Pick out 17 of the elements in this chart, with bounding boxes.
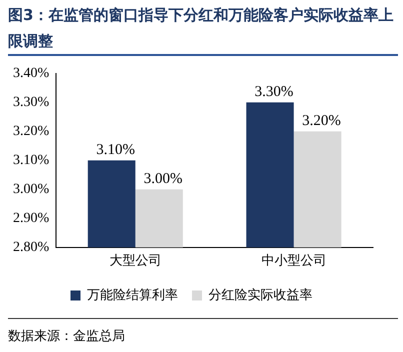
legend-label: 万能险结算利率 — [87, 286, 178, 303]
y-tick-label: 2.80% — [12, 240, 50, 256]
data-label: 3.10% — [96, 142, 135, 158]
source-note: 数据来源：金监总局 — [8, 318, 398, 345]
chart-title: 图3：在监管的窗口指导下分红和万能险客户实际收益率上限调整 — [8, 2, 398, 56]
data-label: 3.00% — [144, 170, 183, 187]
legend-label: 分红险实际收益率 — [208, 286, 312, 303]
y-tick-label: 2.90% — [12, 211, 50, 226]
y-tick-label: 3.40% — [12, 66, 50, 82]
data-label: 3.20% — [302, 112, 341, 129]
x-tick-label: 中小型公司 — [261, 254, 326, 269]
data-label: 3.30% — [254, 84, 294, 100]
x-tick-label: 大型公司 — [109, 254, 162, 269]
y-tick-label: 3.20% — [12, 124, 50, 140]
y-tick-label: 3.00% — [12, 182, 50, 198]
y-tick-label: 3.30% — [12, 95, 50, 110]
y-tick-label: 3.10% — [12, 153, 50, 168]
